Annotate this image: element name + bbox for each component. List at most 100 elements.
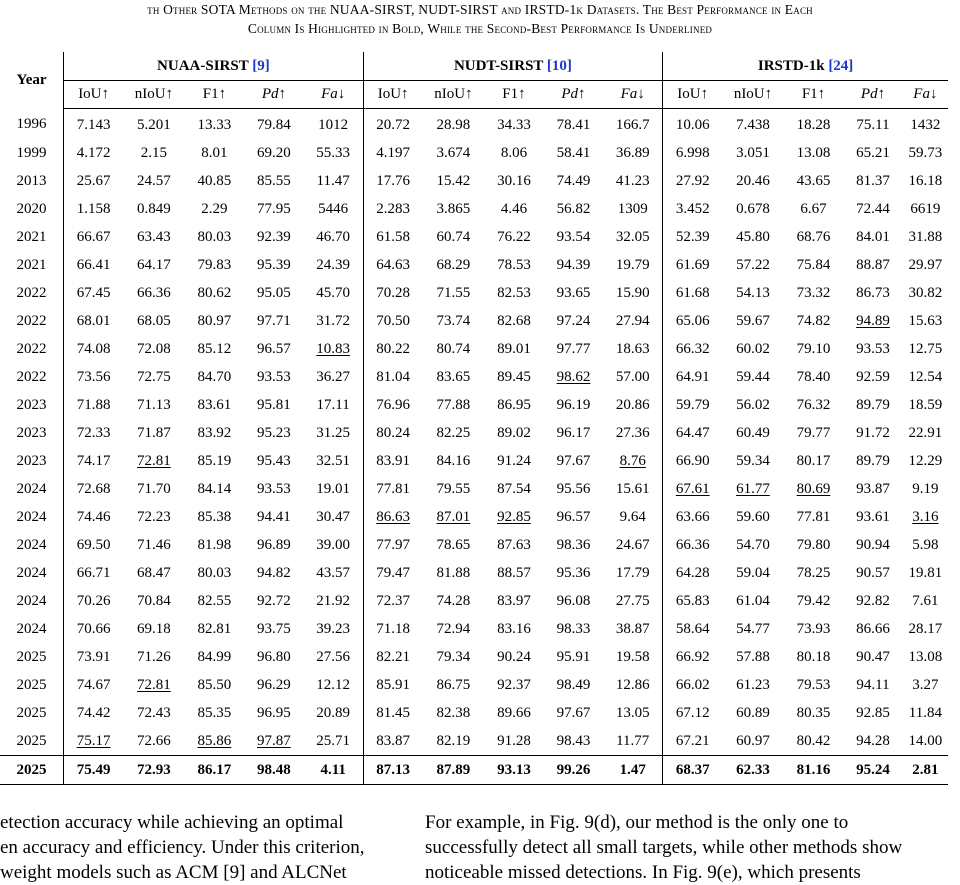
cell-value: 66.92 (675, 648, 710, 665)
year-cell: 1999 (0, 139, 65, 167)
cell-value: 36.27 (316, 368, 351, 385)
cell-value: 79.34 (436, 648, 471, 665)
cell-value: 93.53 (257, 368, 291, 385)
year-cell: 2025 (0, 699, 65, 727)
cell-value: 91.24 (497, 452, 531, 469)
table-row: 2020 1.158 0.849 2.29 77.95 5446 2.283 3.865 4.4… (0, 195, 948, 223)
table-cell: 5.98 (903, 531, 948, 559)
body-text-line: successfully detect all small targets, w… (425, 837, 903, 858)
table-cell: 72.75 (123, 363, 185, 391)
cell-value: 80.62 (197, 284, 232, 301)
cell-value: 4.172 (76, 144, 111, 161)
cell-value: 30.47 (316, 508, 351, 525)
table-cell: 24.39 (304, 251, 364, 279)
cell-value: 72.37 (376, 592, 411, 609)
table-cell: 8.76 (603, 447, 663, 475)
cell-value: 71.26 (137, 648, 171, 665)
cell-value: 97.77 (556, 340, 591, 357)
table-cell: 39.00 (304, 531, 364, 559)
table-cell: 77.95 (244, 195, 304, 223)
cell-value: 79.83 (197, 256, 232, 273)
citation-link[interactable]: [9] (252, 57, 270, 74)
cell-value: 80.17 (796, 452, 831, 469)
cell-value: 27.36 (615, 424, 650, 441)
cell-value: 88.57 (497, 564, 531, 581)
table-cell: 72.44 (843, 195, 903, 223)
cell-value: 93.65 (556, 284, 591, 301)
cell-value: 72.68 (76, 480, 111, 497)
table-cell: 93.13 (484, 755, 544, 785)
table-cell: 69.20 (244, 139, 304, 167)
table-cell: 81.16 (783, 755, 844, 785)
cell-value: 166.7 (615, 116, 650, 133)
cell-value: 65.21 (856, 144, 890, 161)
cell-value: 21.92 (316, 592, 351, 609)
table-cell: 3.051 (722, 139, 784, 167)
table-cell: 74.67 (64, 671, 124, 699)
cell-value: 93.54 (556, 228, 591, 245)
cell-value: 96.57 (556, 508, 591, 525)
cell-value: 71.18 (376, 620, 411, 637)
table-cell: 15.90 (603, 279, 663, 307)
cell-value: 3.452 (675, 200, 710, 217)
cell-value: 2.15 (140, 144, 167, 161)
cell-value: 69.20 (257, 144, 291, 161)
table-cell: 73.56 (64, 363, 124, 391)
year-cell: 2024 (0, 559, 65, 587)
table-cell: 31.25 (304, 419, 364, 447)
table-cell: 96.17 (544, 419, 604, 447)
table-cell: 96.29 (244, 671, 304, 699)
cell-value: 6.998 (675, 144, 710, 161)
table-cell: 32.51 (304, 447, 364, 475)
cell-value: 31.72 (316, 312, 351, 329)
cell-value: 83.65 (436, 368, 471, 385)
table-cell: 70.84 (123, 587, 185, 615)
cell-value: 79.77 (796, 424, 831, 441)
year-cell: 2013 (0, 167, 65, 195)
cell-value: 58.64 (675, 620, 710, 637)
cell-value: 63.66 (675, 508, 710, 525)
table-cell: 59.34 (722, 447, 784, 475)
cell-value: 97.87 (257, 732, 291, 749)
metric-header-row: IoU↑ nIoU↑ F1↑ Pd↑ Fa↓ IoU↑ nIoU↑ F1↑ Pd↑ Fa↓ IoU↑… (0, 80, 948, 109)
table-cell: 15.63 (903, 307, 948, 335)
table-cell: 83.97 (484, 587, 544, 615)
table-cell: 43.65 (784, 167, 844, 195)
cell-value: 74.46 (76, 508, 111, 525)
cell-value: 62.33 (736, 761, 770, 778)
year-cell: 2025 (0, 727, 65, 756)
cell-value: 92.59 (856, 368, 890, 385)
table-cell: 66.67 (64, 223, 124, 251)
cell-value: 66.36 (137, 284, 171, 301)
table-cell: 96.89 (244, 531, 304, 559)
table-cell: 80.62 (185, 279, 245, 307)
cell-value: 3.16 (912, 508, 939, 525)
table-cell: 70.66 (64, 615, 124, 643)
cell-value: 55.33 (316, 144, 351, 161)
citation-link[interactable]: [24] (828, 57, 854, 74)
table-cell: 93.53 (843, 335, 903, 363)
year-cell: 2023 (0, 419, 65, 447)
cell-value: 85.86 (197, 732, 232, 749)
cell-value: 98.49 (556, 676, 591, 693)
table-cell: 16.18 (903, 167, 948, 195)
table-cell: 83.65 (423, 363, 485, 391)
cell-value: 12.75 (908, 340, 943, 357)
cell-value: 56.02 (736, 396, 770, 413)
table-cell: 12.86 (603, 671, 663, 699)
table-cell: 166.7 (603, 109, 663, 140)
table-cell: 69.18 (123, 615, 185, 643)
table-cell: 68.76 (784, 223, 844, 251)
citation-link[interactable]: [10] (546, 57, 572, 74)
table-cell: 86.95 (484, 391, 544, 419)
table-cell: 61.23 (722, 671, 784, 699)
table-row: 1996 7.143 5.201 13.33 79.84 1012 20.72 28.98 34… (0, 108, 948, 140)
table-cell: 3.674 (423, 139, 485, 167)
table-cell: 91.72 (843, 419, 903, 447)
cell-value: 92.82 (856, 592, 890, 609)
table-row: 2022 68.01 68.05 80.97 97.71 31.72 70.50 73.74 8… (0, 307, 948, 335)
table-cell: 72.43 (123, 699, 185, 727)
cell-value: 95.56 (556, 480, 591, 497)
cell-value: 96.08 (556, 592, 591, 609)
table-cell: 81.88 (423, 559, 485, 587)
